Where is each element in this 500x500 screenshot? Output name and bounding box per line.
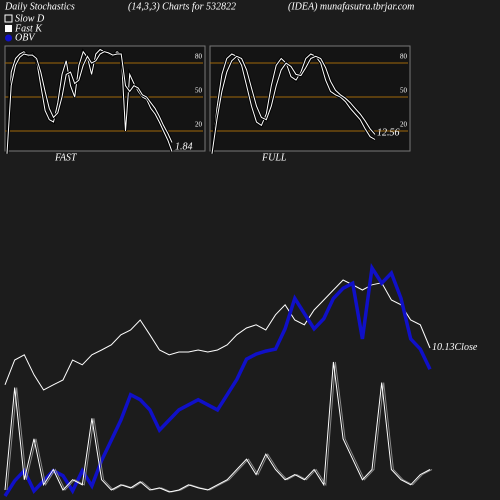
last-value-label: 12.56 xyxy=(377,127,400,138)
close-line xyxy=(4,279,431,391)
close-name: Close xyxy=(455,342,478,353)
panel-title: FAST xyxy=(54,152,78,163)
close-value: 10.13 xyxy=(432,342,455,353)
stoch-line xyxy=(6,51,173,154)
stoch-line xyxy=(211,55,376,154)
panel-title: FULL xyxy=(261,152,287,163)
y-tick-label: 80 xyxy=(195,53,203,61)
volume-line-shadow xyxy=(6,361,433,493)
legend-swatch xyxy=(4,14,13,23)
last-value-label: 1.84 xyxy=(175,141,193,152)
close-label: 10.13Close xyxy=(432,342,478,353)
legend-swatch xyxy=(5,25,12,32)
obv-line xyxy=(3,263,432,497)
legend-swatch xyxy=(5,34,12,42)
y-tick-label: 20 xyxy=(400,121,408,129)
y-tick-label: 80 xyxy=(400,53,408,61)
legend-entry: Slow D xyxy=(15,13,45,24)
stoch-line xyxy=(211,53,376,154)
panel xyxy=(4,45,206,152)
legend-entry: OBV xyxy=(15,32,36,43)
y-tick-label: 50 xyxy=(400,87,408,95)
y-tick-label: 20 xyxy=(195,121,203,129)
volume-line xyxy=(4,361,431,493)
y-tick-label: 50 xyxy=(195,87,203,95)
header-left: Daily Stochastics xyxy=(4,1,75,12)
header-right: (IDEA) munafasutra.tbrjar.com xyxy=(288,1,414,12)
header-center: (14,3,3) Charts for 532822 xyxy=(128,1,236,12)
legend-entry: Fast K xyxy=(14,23,43,34)
